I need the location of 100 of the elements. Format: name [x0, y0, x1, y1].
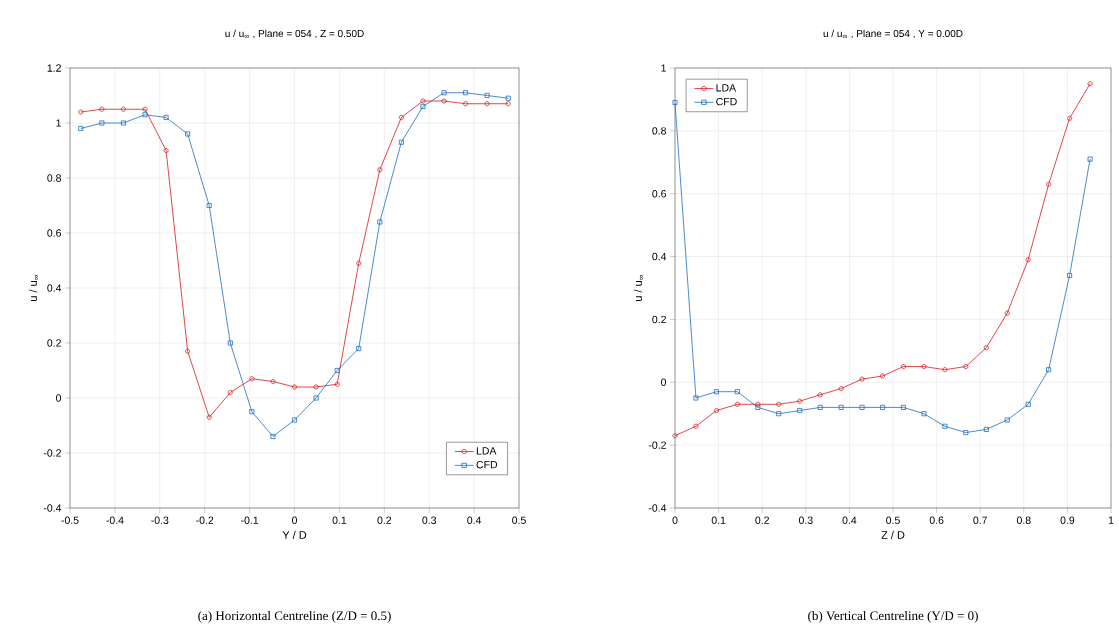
x-tick-label: -0.4	[106, 516, 124, 524]
point	[817, 404, 823, 410]
point	[356, 345, 362, 351]
point	[398, 139, 404, 145]
point	[270, 433, 276, 439]
point	[206, 414, 212, 420]
chart-title: u / u$_{∞}$ , Plane = 054 , Y = 0.00D	[823, 29, 963, 39]
x-tick-label: 0.2	[377, 516, 392, 524]
point	[313, 395, 319, 401]
x-tick-label: 0.1	[711, 516, 726, 524]
point	[505, 95, 511, 101]
x-tick-label: 0.5	[886, 516, 900, 524]
point	[227, 389, 233, 395]
y-tick-label: 1.2	[47, 64, 61, 72]
point	[163, 114, 169, 120]
point	[1004, 310, 1010, 316]
point	[963, 430, 969, 436]
y-tick-label: 0	[661, 378, 667, 386]
point	[942, 367, 948, 373]
point	[99, 106, 105, 112]
x-tick-label: -0.3	[151, 516, 169, 524]
point	[377, 219, 383, 225]
x-tick-label: 0.1	[332, 516, 347, 524]
point	[249, 409, 255, 415]
x-tick-label: 0	[292, 516, 298, 524]
y-tick-label: 1	[661, 64, 666, 72]
x-tick-label: 0.6	[929, 516, 944, 524]
point	[334, 367, 340, 373]
y-tick-label: 0.2	[47, 339, 61, 347]
point	[921, 364, 927, 370]
point	[185, 131, 191, 137]
point	[292, 417, 298, 423]
point	[1025, 401, 1031, 407]
point	[838, 404, 844, 410]
point	[463, 90, 469, 96]
point	[420, 103, 426, 109]
x-axis-title: Z / D	[881, 530, 905, 539]
point	[859, 404, 865, 410]
point	[377, 167, 383, 173]
point	[292, 384, 298, 390]
x-tick-label: -0.5	[61, 516, 79, 524]
point	[880, 404, 886, 410]
point	[983, 345, 989, 351]
y-tick-label: 0.4	[47, 284, 62, 292]
point	[420, 98, 426, 104]
x-axis-title: Y / D	[282, 530, 307, 539]
point	[163, 147, 169, 153]
x-tick-label: 0.5	[512, 516, 526, 524]
text: (a) Horizontal Centreline (Z/D = 0.5)	[198, 610, 391, 623]
point	[120, 120, 126, 126]
point	[713, 408, 719, 414]
point	[1067, 115, 1073, 121]
point	[78, 125, 84, 131]
chart-title: u / u$_{∞}$ , Plane = 054 , Z = 0.50D	[225, 29, 364, 39]
point	[900, 364, 906, 370]
point	[1087, 156, 1093, 162]
y-tick-label: -0.4	[43, 504, 62, 512]
point	[206, 202, 212, 208]
point	[185, 348, 191, 354]
point	[734, 389, 740, 395]
x-tick-label: 0.9	[1060, 516, 1075, 524]
point	[713, 389, 719, 395]
point	[900, 404, 906, 410]
y-axis-title: u / u$_{∞}$	[28, 275, 38, 301]
point	[838, 386, 844, 392]
point	[1004, 417, 1010, 423]
y-tick-label: -0.4	[648, 504, 667, 512]
point	[142, 106, 148, 112]
point	[817, 392, 823, 398]
point	[880, 373, 886, 379]
y-tick-label: 0	[56, 394, 62, 402]
point	[441, 90, 447, 96]
x-tick-label: 0.8	[1016, 516, 1031, 524]
point	[1046, 367, 1052, 373]
y-tick-label: 0.8	[47, 174, 62, 182]
point	[776, 411, 782, 417]
point	[99, 120, 105, 126]
legend-label: CFD	[716, 97, 737, 106]
x-tick-label: -0.2	[196, 516, 214, 524]
point	[484, 92, 490, 98]
point	[463, 101, 469, 107]
point	[797, 408, 803, 414]
x-tick-label: 0.7	[973, 516, 987, 524]
x-tick-label: 0.4	[842, 516, 857, 524]
point	[120, 106, 126, 112]
legend-label: LDA	[476, 447, 497, 455]
x-tick-label: 0	[672, 516, 678, 524]
y-tick-label: -0.2	[648, 441, 666, 449]
point	[484, 101, 490, 107]
point	[672, 100, 678, 106]
point	[963, 364, 969, 370]
y-tick-label: -0.2	[43, 449, 61, 457]
y-tick-label: 0.4	[652, 252, 667, 261]
point	[1067, 272, 1073, 278]
point	[693, 423, 699, 429]
point	[797, 398, 803, 404]
point	[693, 395, 699, 401]
x-tick-label: 0.3	[422, 516, 437, 524]
point	[921, 411, 927, 417]
point	[1046, 181, 1052, 187]
